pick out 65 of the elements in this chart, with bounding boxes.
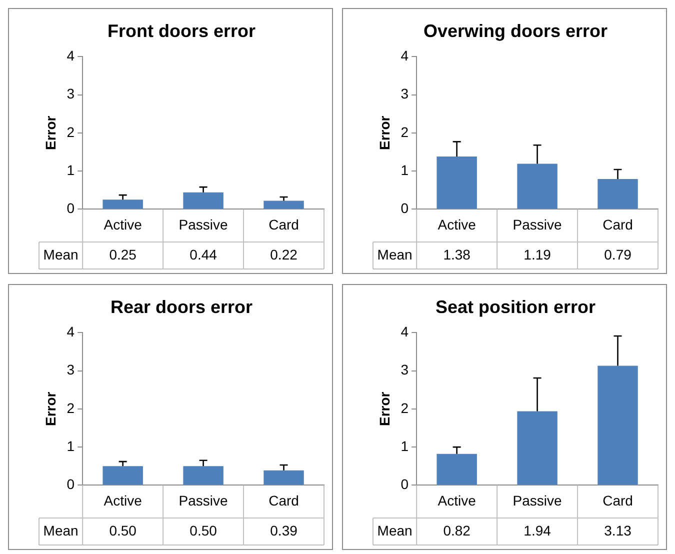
y-tick-label: 0	[66, 200, 75, 216]
x-tick-label: Card	[602, 492, 633, 508]
x-tick-label: Passive	[512, 216, 562, 232]
chart-title: Seat position error	[435, 296, 596, 317]
y-tick-label: 2	[66, 124, 75, 140]
y-tick-label: 1	[400, 162, 409, 178]
x-tick-label: Passive	[178, 216, 228, 232]
data-label: 1.38	[443, 246, 471, 262]
x-tick-label: Card	[268, 492, 299, 508]
y-tick-label: 4	[400, 47, 409, 64]
bar	[102, 200, 143, 209]
chart-title: Front doors error	[107, 20, 256, 41]
y-tick-label: 4	[400, 323, 409, 340]
x-tick-label: Card	[602, 216, 633, 232]
y-tick-label: 3	[400, 86, 409, 102]
data-label: 0.39	[270, 522, 298, 538]
bar	[517, 164, 558, 209]
bar	[436, 454, 477, 485]
y-tick-label: 4	[66, 323, 75, 340]
y-tick-label: 3	[66, 362, 75, 378]
y-tick-label: 2	[66, 400, 75, 416]
y-tick-label: 1	[400, 438, 409, 454]
y-tick-label: 2	[400, 124, 409, 140]
y-tick-label: 0	[400, 200, 409, 216]
y-tick-label: 1	[66, 438, 75, 454]
y-tick-label: 0	[66, 476, 75, 492]
y-tick-label: 3	[400, 362, 409, 378]
bar	[598, 179, 638, 209]
bar	[517, 411, 558, 485]
data-label: 0.44	[190, 246, 218, 262]
data-label: 0.50	[190, 522, 218, 538]
x-tick-label: Active	[438, 216, 476, 232]
y-tick-label: 4	[66, 47, 75, 64]
y-axis-title: Error	[42, 391, 58, 426]
data-label: 0.82	[443, 522, 471, 538]
text: Mean	[43, 522, 78, 538]
x-tick-label: Active	[104, 492, 142, 508]
chart-title: Rear doors error	[110, 296, 253, 317]
data-label: 0.50	[109, 522, 137, 538]
text: Mean	[377, 522, 412, 538]
x-tick-label: Active	[104, 216, 142, 232]
data-label: 1.19	[524, 246, 552, 262]
y-tick-label: 1	[66, 162, 75, 178]
chart-title: Overwing doors error	[423, 20, 608, 41]
y-tick-label: 2	[400, 400, 409, 416]
bar	[598, 366, 638, 485]
y-axis-title: Error	[42, 115, 58, 150]
data-label: 1.94	[524, 522, 552, 538]
x-tick-label: Passive	[512, 492, 562, 508]
text: Mean	[377, 246, 412, 262]
data-label: 3.13	[604, 522, 632, 538]
data-label: 0.79	[604, 246, 632, 262]
x-tick-label: Card	[268, 216, 299, 232]
y-axis-title: Error	[376, 115, 392, 150]
y-axis-title: Error	[376, 391, 392, 426]
x-tick-label: Passive	[178, 492, 228, 508]
bar	[436, 156, 477, 209]
bar	[183, 192, 224, 209]
bar	[264, 200, 304, 209]
y-tick-label: 0	[400, 476, 409, 492]
y-tick-label: 3	[66, 86, 75, 102]
x-tick-label: Active	[438, 492, 476, 508]
data-label: 0.22	[270, 246, 298, 262]
text: Mean	[43, 246, 78, 262]
data-label: 0.25	[109, 246, 137, 262]
